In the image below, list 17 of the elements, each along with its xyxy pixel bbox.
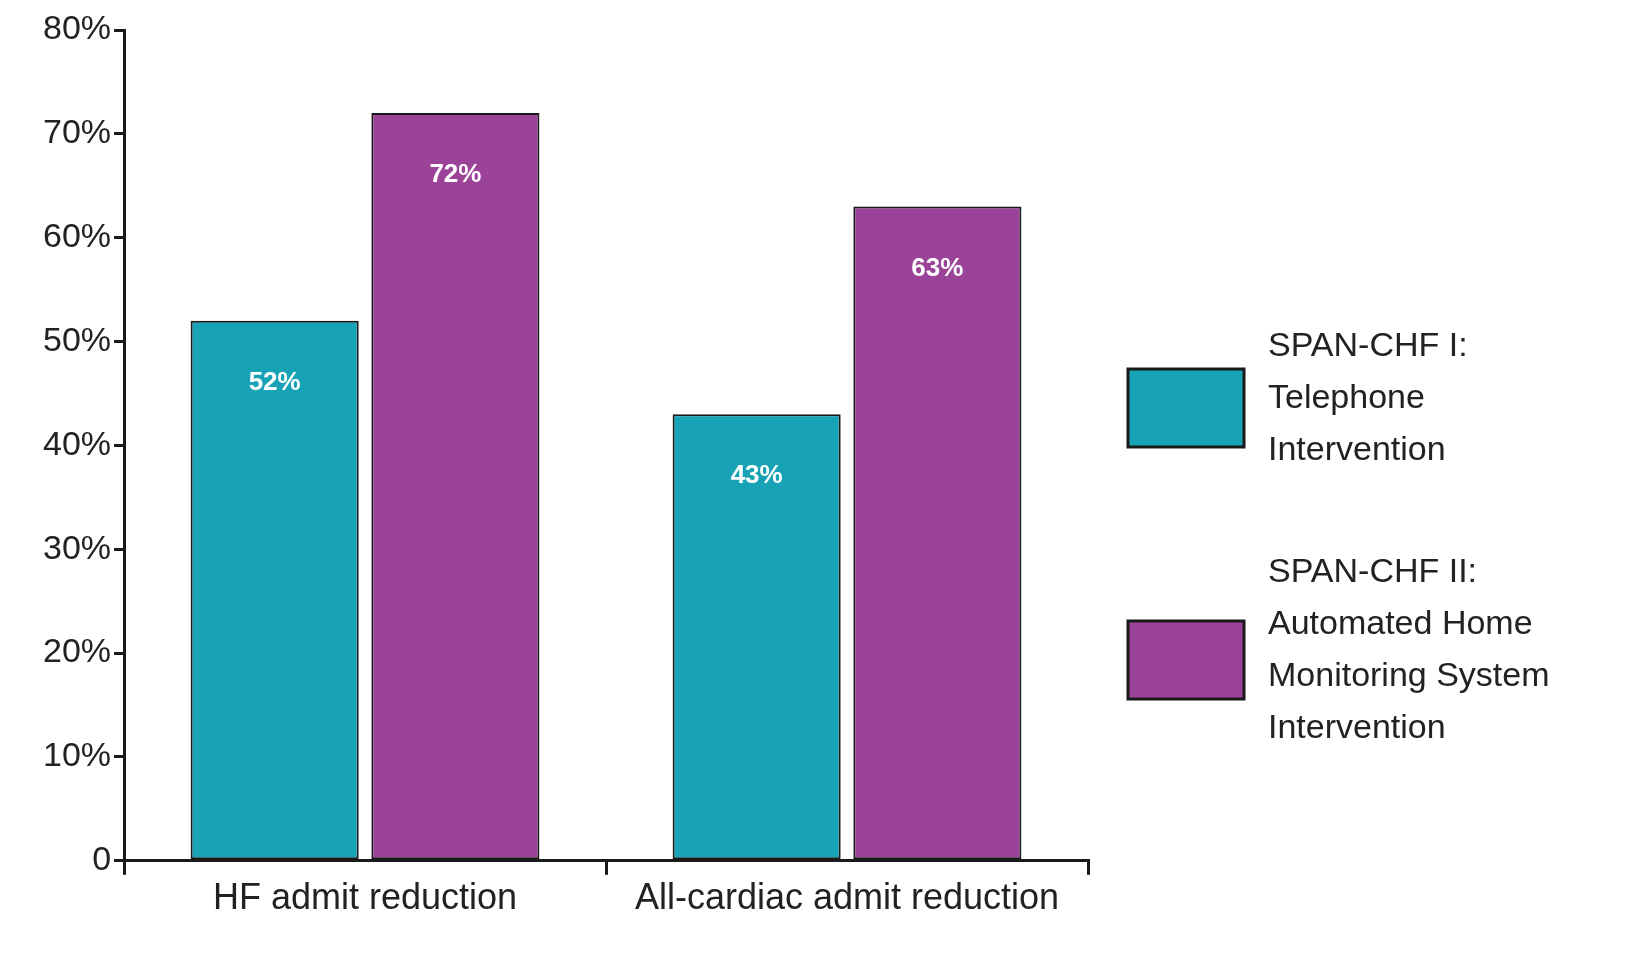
x-tick-label: HF admit reduction bbox=[212, 876, 518, 918]
y-tick-label: 60% bbox=[42, 216, 112, 255]
y-tick-label: 30% bbox=[42, 527, 112, 566]
y-tick-label: 20% bbox=[42, 631, 112, 670]
y-tick-label: 10% bbox=[42, 735, 112, 774]
data-label: 63% bbox=[911, 251, 964, 282]
x-tick-label: All-cardiac admit reduction bbox=[634, 876, 1060, 918]
data-label: 52% bbox=[248, 365, 301, 396]
y-tick-label: 50% bbox=[42, 319, 112, 358]
y-tick-label: 40% bbox=[42, 423, 112, 462]
y-tick-label: 80% bbox=[42, 8, 112, 47]
legend-label: SPAN-CHF I: Telephone Intervention bbox=[1268, 325, 1468, 468]
data-label: 43% bbox=[730, 459, 783, 490]
data-label: 72% bbox=[429, 158, 482, 189]
y-tick-label: 70% bbox=[42, 112, 112, 151]
legend-label: SPAN-CHF II: Automated Home Monitoring System Intervention bbox=[1268, 551, 1550, 746]
y-tick-label: 0 bbox=[92, 839, 112, 878]
